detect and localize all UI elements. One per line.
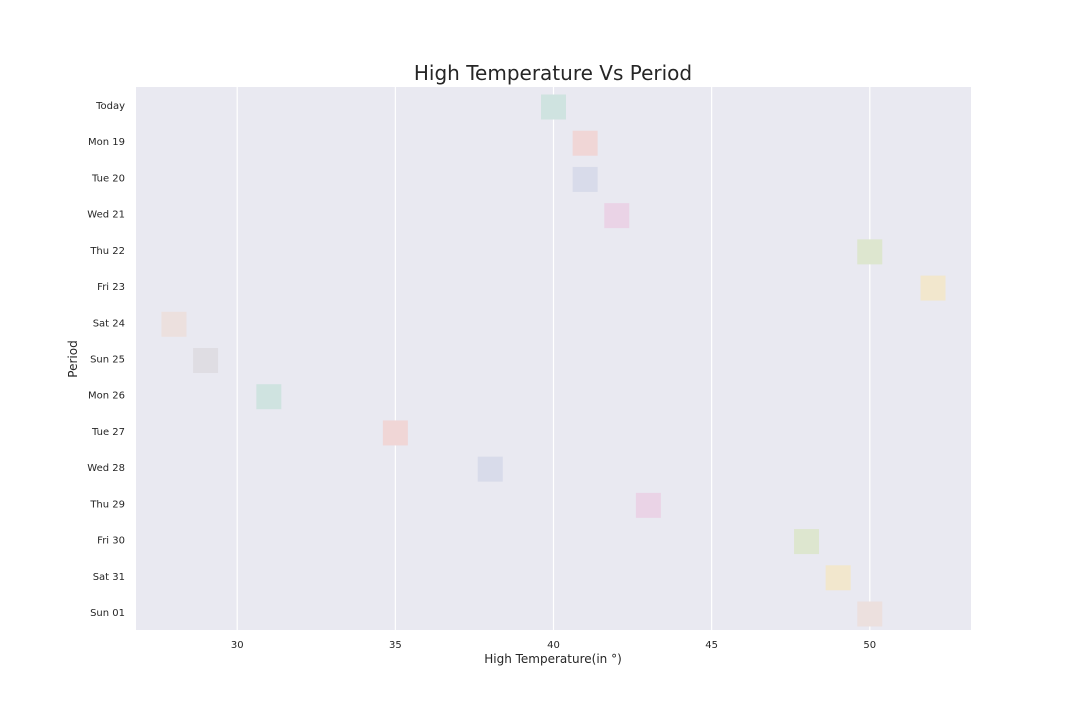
data-markers (161, 94, 946, 627)
x-tick-label: 45 (705, 640, 718, 651)
y-tick-label: Fri 23 (97, 282, 125, 293)
data-marker (572, 166, 598, 192)
y-tick-label: Tue 20 (91, 173, 125, 184)
x-tick-label: 50 (863, 640, 876, 651)
data-marker (857, 239, 883, 265)
y-tick-label: Thu 22 (89, 246, 125, 257)
x-tick-label: 30 (231, 640, 244, 651)
y-tick-label: Sun 25 (90, 355, 125, 366)
y-tick-label: Today (95, 101, 125, 112)
grid-lines (236, 87, 871, 630)
data-marker (256, 384, 282, 410)
y-tick-label: Wed 28 (87, 463, 125, 474)
data-marker (477, 456, 503, 482)
data-marker (382, 420, 408, 446)
y-tick-label: Fri 30 (97, 536, 125, 547)
y-tick-label: Mon 19 (88, 137, 125, 148)
y-axis-label: Period (66, 340, 80, 377)
data-marker (604, 203, 630, 229)
x-axis-label: High Temperature(in °) (484, 652, 622, 666)
y-tick-label: Thu 29 (89, 499, 125, 510)
y-tick-label: Tue 27 (91, 427, 125, 438)
data-marker (857, 601, 883, 627)
y-tick-label: Mon 26 (88, 391, 125, 402)
data-marker (825, 565, 851, 591)
data-marker (794, 529, 820, 555)
data-marker (193, 348, 219, 373)
y-tick-label: Sun 01 (90, 608, 125, 619)
y-tick-labels: Today Mon 19 Tue 20 Wed 21 Thu 22 Fri 23 Sat 2… (87, 101, 125, 619)
chart-title: High Temperature Vs Period (414, 61, 692, 85)
data-marker (161, 311, 187, 337)
x-tick-labels: 30 35 40 45 50 (231, 640, 876, 651)
data-marker (572, 130, 598, 156)
y-tick-label: Sat 31 (93, 572, 125, 583)
y-tick-label: Wed 21 (87, 210, 125, 221)
x-tick-label: 35 (389, 640, 402, 651)
y-tick-label: Sat 24 (93, 318, 125, 329)
data-marker (541, 94, 566, 120)
x-tick-label: 40 (547, 640, 560, 651)
data-marker (635, 492, 661, 518)
data-marker (920, 275, 946, 301)
